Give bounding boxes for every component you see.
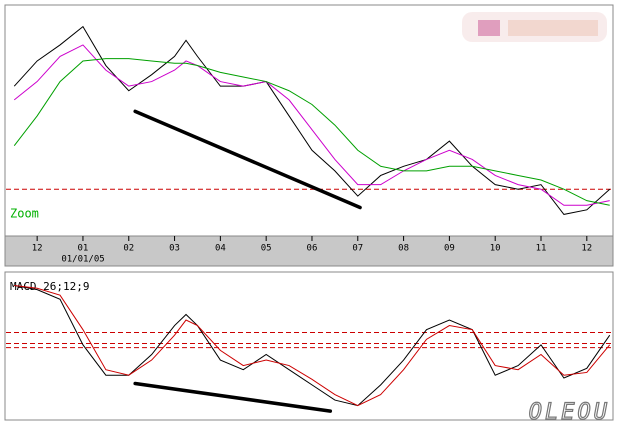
x-tick-label: 12: [581, 244, 592, 254]
trend-line: [133, 109, 362, 210]
x-tick-label: 02: [123, 244, 134, 254]
date-label: 01/01/05: [61, 255, 104, 265]
x-tick-label: 03: [169, 244, 180, 254]
price-panel: [4, 4, 614, 237]
watermark: OLEOU: [529, 400, 610, 425]
x-tick-label: 12: [32, 244, 43, 254]
series-line: [13, 58, 610, 206]
logo-text: [508, 20, 598, 36]
series-line: [14, 285, 611, 407]
x-tick-label: 04: [215, 244, 226, 254]
macd-panel: [4, 271, 614, 421]
series-line: [14, 285, 611, 407]
x-tick-label: 10: [490, 244, 501, 254]
series-line: [13, 44, 610, 206]
x-tick-label: 09: [444, 244, 455, 254]
x-tick-label: 05: [261, 244, 272, 254]
logo-mark: [478, 20, 500, 36]
trend-line: [133, 381, 333, 413]
x-tick-label: 07: [352, 244, 363, 254]
x-tick-label: 01: [78, 244, 89, 254]
x-axis-strip: [4, 235, 614, 267]
x-tick-label: 06: [307, 244, 318, 254]
x-tick-label: 08: [398, 244, 409, 254]
macd-title: MACD 26;12;9: [10, 280, 89, 293]
zoom-label: Zoom: [10, 207, 39, 221]
blurred-logo: [462, 12, 607, 42]
x-tick-label: 11: [536, 244, 547, 254]
